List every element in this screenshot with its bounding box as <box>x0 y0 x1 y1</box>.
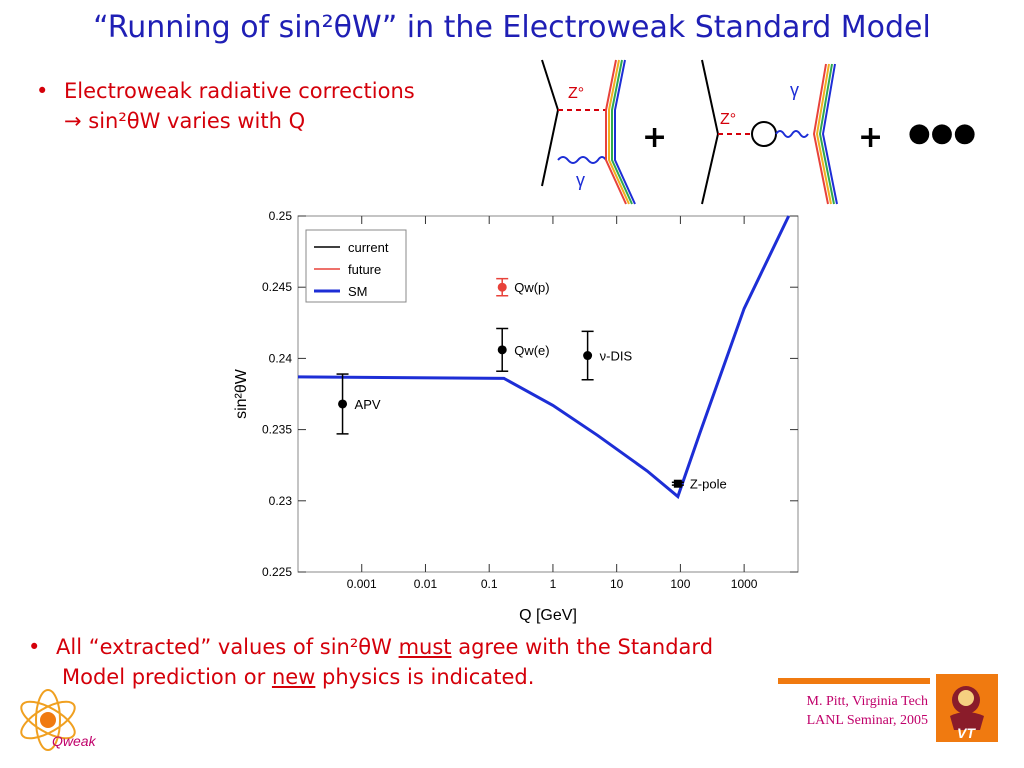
y-tick-label: 0.235 <box>262 423 292 437</box>
credit-line1: M. Pitt, Virginia Tech <box>806 694 928 709</box>
feynman-diagrams: Z° γ Z° γ <box>541 59 838 205</box>
data-point <box>497 282 507 292</box>
data-point <box>673 479 682 488</box>
qweak-logo: Qweak <box>20 689 97 751</box>
x-tick-label: 10 <box>610 577 624 591</box>
bullet-radiative-corrections: • Electroweak radiative corrections → si… <box>36 76 415 136</box>
sin2thetaw-chart: 0.225 0.23 0.235 0.24 0.245 0.25 0.001 0.01 0.1 1… <box>233 209 799 624</box>
x-tick-label: 0.1 <box>481 577 498 591</box>
title-text: “Running of sin²θW” in the Electroweak S… <box>93 10 931 45</box>
plus-sign-2: + <box>858 120 884 155</box>
ellipsis-dots: ●●● <box>908 118 977 148</box>
data-point-label: Qw(e) <box>514 343 549 358</box>
bullet2-pre: All “extracted” values of sin²θW <box>56 635 392 659</box>
feynman-diagram-box: Z° γ <box>541 59 636 205</box>
bullet2-must: must <box>398 635 452 659</box>
x-tick-label: 0.01 <box>414 577 438 591</box>
y-axis-label: sin²θW <box>233 368 250 419</box>
bullet2-mid: agree with the Standard <box>458 635 714 659</box>
qweak-logo-text: Qweak <box>52 733 97 749</box>
slide-title: “Running of sin²θW” in the Electroweak S… <box>0 10 1024 45</box>
data-point <box>583 351 593 361</box>
data-point-label: Z-pole <box>690 477 727 492</box>
feynman-diagram-loop: Z° γ <box>701 59 838 205</box>
legend-label: SM <box>348 284 368 299</box>
y-tick-label: 0.25 <box>269 209 293 223</box>
plus-sign-1: + <box>642 120 668 155</box>
bullet2-line2: Model prediction or new physics is indic… <box>56 662 713 692</box>
sm-curve <box>297 215 791 500</box>
vt-hokie-logo: VT <box>936 674 998 742</box>
z-boson-label: Z° <box>720 111 736 128</box>
y-tick-label: 0.24 <box>269 351 293 365</box>
data-point-label: APV <box>355 397 381 412</box>
x-tick-label: 0.001 <box>347 577 377 591</box>
bullet2-line1: All “extracted” values of sin²θW must ag… <box>56 632 713 662</box>
data-point <box>338 399 348 409</box>
bullet1-line1: Electroweak radiative corrections <box>64 79 415 103</box>
y-tick-label: 0.23 <box>269 494 293 508</box>
credit: M. Pitt, Virginia Tech LANL Seminar, 200… <box>807 692 928 730</box>
x-axis-label: Q [GeV] <box>519 607 577 624</box>
bullet-extracted-values: • All “extracted” values of sin²θW must … <box>28 632 713 692</box>
vt-logo-text: VT <box>957 725 976 741</box>
x-tick-label: 1000 <box>731 577 758 591</box>
y-tick-label: 0.225 <box>262 565 292 579</box>
credit-line2: LANL Seminar, 2005 <box>806 713 928 728</box>
bullet-dot: • <box>36 79 49 103</box>
chart-layer: 0.225 0.23 0.235 0.24 0.245 0.25 0.001 0.01 0.1 1… <box>233 209 799 624</box>
data-point-label: Qw(p) <box>514 280 549 295</box>
bullet2-new: new <box>271 665 316 689</box>
bullet2-line2-post: physics is indicated. <box>322 665 535 689</box>
bullet-dot: • <box>28 635 41 659</box>
y-tick-label: 0.245 <box>262 280 292 294</box>
photon-label: γ <box>790 80 799 100</box>
data-point-label: ν-DIS <box>600 349 633 364</box>
photon-label: γ <box>576 170 585 190</box>
x-tick-label: 1 <box>550 577 557 591</box>
legend-label: future <box>348 262 381 277</box>
z-boson-label: Z° <box>568 85 584 102</box>
data-point <box>497 345 507 355</box>
x-tick-label: 100 <box>670 577 690 591</box>
legend-label: current <box>348 240 389 255</box>
bullet2-line2-pre: Model prediction or <box>62 665 266 689</box>
bullet1-line2: → sin²θW varies with Q <box>64 109 306 133</box>
plot-frame <box>297 215 799 573</box>
credit-rule <box>778 678 930 684</box>
